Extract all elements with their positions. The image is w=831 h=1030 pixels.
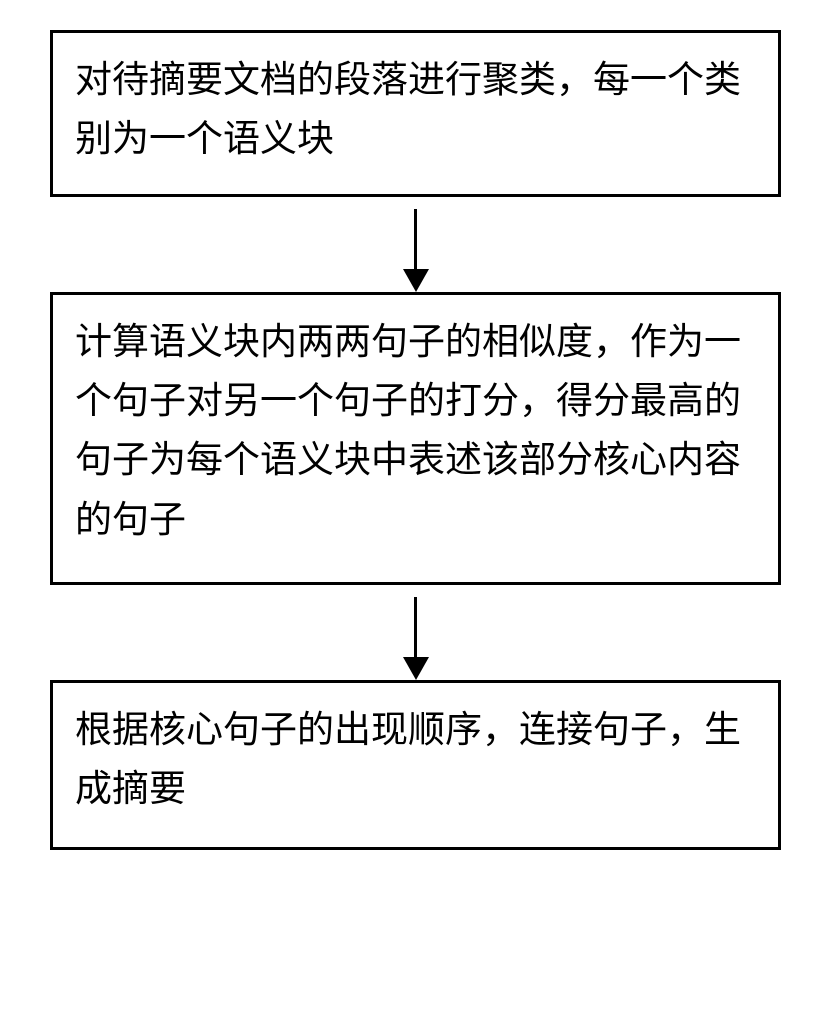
step-2-text: 计算语义块内两两句子的相似度，作为一个句子对另一个句子的打分，得分最高的句子为每… (75, 313, 756, 550)
flowchart-step-3: 根据核心句子的出现顺序，连接句子，生成摘要 (50, 680, 781, 850)
flowchart-step-1: 对待摘要文档的段落进行聚类，每一个类别为一个语义块 (50, 30, 781, 197)
flowchart-step-2: 计算语义块内两两句子的相似度，作为一个句子对另一个句子的打分，得分最高的句子为每… (50, 292, 781, 585)
arrow-head-icon (403, 657, 429, 680)
flowchart-container: 对待摘要文档的段落进行聚类，每一个类别为一个语义块 计算语义块内两两句子的相似度… (50, 30, 781, 850)
step-1-text: 对待摘要文档的段落进行聚类，每一个类别为一个语义块 (75, 51, 756, 169)
arrow-1-to-2 (50, 197, 781, 292)
arrow-head-icon (403, 269, 429, 292)
step-3-text: 根据核心句子的出现顺序，连接句子，生成摘要 (75, 701, 756, 819)
arrow-2-to-3 (50, 585, 781, 680)
